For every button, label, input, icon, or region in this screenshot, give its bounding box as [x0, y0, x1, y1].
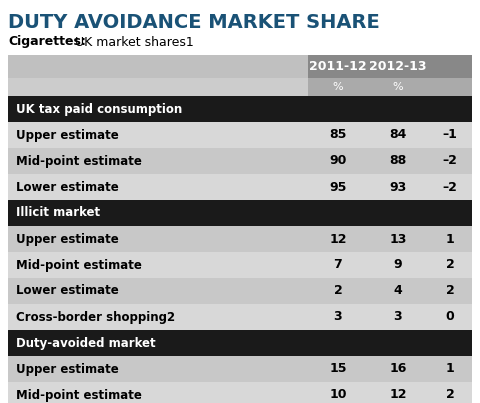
- Text: 1: 1: [445, 363, 455, 376]
- Text: Cross-border shopping2: Cross-border shopping2: [16, 310, 175, 324]
- Text: UK tax paid consumption: UK tax paid consumption: [16, 102, 182, 116]
- Text: Illicit market: Illicit market: [16, 206, 100, 220]
- Text: Upper estimate: Upper estimate: [16, 233, 119, 245]
- Text: 15: 15: [329, 363, 347, 376]
- Text: 12: 12: [389, 388, 407, 401]
- Text: –2: –2: [443, 154, 457, 168]
- Text: Mid-point estimate: Mid-point estimate: [16, 154, 142, 168]
- Text: 85: 85: [329, 129, 347, 141]
- Text: –1: –1: [443, 129, 457, 141]
- Text: Upper estimate: Upper estimate: [16, 129, 119, 141]
- Text: 13: 13: [389, 233, 407, 245]
- Text: 4: 4: [394, 285, 402, 297]
- Text: Lower estimate: Lower estimate: [16, 181, 119, 193]
- Text: %: %: [393, 82, 403, 92]
- Text: Mid-point estimate: Mid-point estimate: [16, 388, 142, 401]
- Text: 9: 9: [394, 258, 402, 272]
- Text: 2: 2: [445, 285, 455, 297]
- Text: DUTY AVOIDANCE MARKET SHARE: DUTY AVOIDANCE MARKET SHARE: [8, 12, 380, 31]
- Text: 2012-13: 2012-13: [369, 60, 427, 73]
- Text: UK market shares1: UK market shares1: [75, 35, 194, 48]
- Text: 12: 12: [329, 233, 347, 245]
- Text: 16: 16: [389, 363, 407, 376]
- Text: 3: 3: [394, 310, 402, 324]
- Text: 93: 93: [389, 181, 407, 193]
- Text: 2: 2: [445, 388, 455, 401]
- Text: 0: 0: [445, 310, 455, 324]
- Text: 88: 88: [389, 154, 407, 168]
- Text: 84: 84: [389, 129, 407, 141]
- Text: 2: 2: [334, 285, 342, 297]
- Text: Upper estimate: Upper estimate: [16, 363, 119, 376]
- Text: 10: 10: [329, 388, 347, 401]
- Text: 1: 1: [445, 233, 455, 245]
- Text: Cigarettes:: Cigarettes:: [8, 35, 86, 48]
- Text: 2011-12: 2011-12: [309, 60, 367, 73]
- Text: Lower estimate: Lower estimate: [16, 285, 119, 297]
- Text: –2: –2: [443, 181, 457, 193]
- Text: 90: 90: [329, 154, 347, 168]
- Text: 7: 7: [334, 258, 342, 272]
- Text: Duty-avoided market: Duty-avoided market: [16, 337, 156, 349]
- Text: 2: 2: [445, 258, 455, 272]
- Text: 95: 95: [329, 181, 347, 193]
- Text: Mid-point estimate: Mid-point estimate: [16, 258, 142, 272]
- Text: %: %: [333, 82, 343, 92]
- Text: 3: 3: [334, 310, 342, 324]
